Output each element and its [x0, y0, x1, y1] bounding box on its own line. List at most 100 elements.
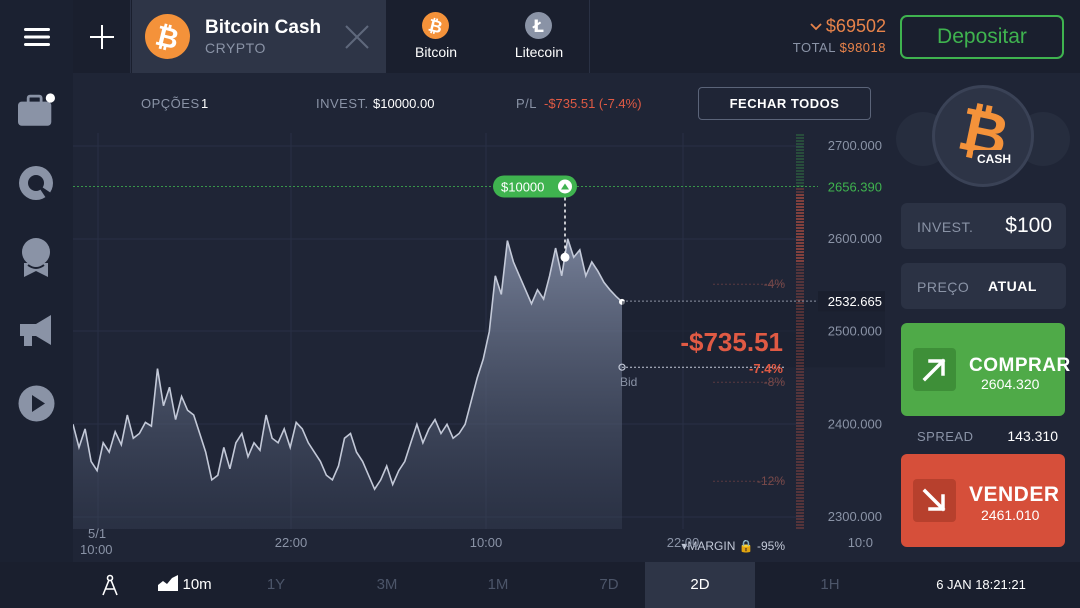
arrow-up-right-icon — [913, 348, 956, 391]
invest-amount-value: $100 — [1005, 214, 1052, 237]
asset-tab-bitcoin[interactable]: ₿ Bitcoin — [385, 0, 487, 73]
plus-icon — [89, 24, 114, 49]
bid-point — [618, 363, 626, 371]
pl-label: P/L — [516, 96, 538, 111]
level-label: -4% — [764, 277, 786, 291]
compass-icon — [102, 574, 118, 596]
x-axis: 5/110:00 22:00 10:00 22:00 10:0 — [80, 526, 873, 557]
y-axis: 2700.000 2600.000 2500.000 2400.000 2300.000… — [818, 138, 885, 524]
portfolio-icon — [18, 92, 55, 126]
x-tick-label: 22:00 — [275, 535, 308, 550]
chevron-down-icon — [810, 23, 822, 31]
video-icon — [18, 385, 55, 422]
svg-text:₿: ₿ — [426, 16, 444, 39]
x-tick-label: 22:00 — [667, 535, 700, 550]
svg-text:₿: ₿ — [152, 19, 182, 57]
y-tick-label: 2400.000 — [828, 416, 882, 431]
y-tick-label: 2700.000 — [828, 138, 882, 153]
bitcoin-icon: ₿ — [422, 12, 449, 39]
deposit-button[interactable]: Depositar — [900, 15, 1064, 59]
left-sidebar — [0, 0, 73, 562]
trade-panel: ₿ CASH INVEST. $100 PREÇO ATUAL COMPRAR … — [885, 73, 1080, 562]
price-line — [73, 238, 623, 491]
invest-amount-label: INVEST. — [917, 219, 974, 235]
y-tick-label: 2600.000 — [828, 231, 882, 246]
spread-label: SPREAD — [917, 429, 974, 444]
achievements-button[interactable] — [18, 237, 55, 277]
price-area-fill — [73, 238, 622, 530]
svg-text:Ł: Ł — [532, 17, 544, 37]
x-tick-label: 5/1 — [88, 526, 106, 541]
asset-tab-label: Litecoin — [514, 44, 564, 60]
balance-total-label: TOTAL — [792, 40, 836, 55]
chart-analysis-icon — [19, 166, 54, 201]
level-label: -12% — [757, 474, 785, 488]
chart-canvas[interactable]: $10000 Bid -$735.51 -7.4% -4% -8% -12% ▾MARGIN … — [73, 133, 885, 562]
active-asset-category: CRYPTO — [205, 40, 266, 56]
options-label: OPÇÕES — [141, 96, 200, 111]
y-tick-label: 2300.000 — [828, 509, 882, 524]
balance-display[interactable]: $69502 TOTAL $98018 — [793, 16, 886, 55]
current-price-axis-label: 2532.665 — [828, 294, 882, 309]
sell-label: VENDER — [969, 483, 1060, 506]
area-chart-icon — [158, 575, 179, 591]
buy-button[interactable]: COMPRAR 2604.320 — [901, 323, 1070, 416]
period-3m[interactable]: 3M — [376, 576, 398, 593]
pl-amount: -$735.51 — [680, 327, 783, 357]
invest-amount-field[interactable]: INVEST. $100 — [901, 203, 1066, 249]
sell-button[interactable]: VENDER 2461.010 — [901, 454, 1065, 547]
close-icon — [345, 25, 369, 49]
period-1h[interactable]: 1H — [820, 576, 840, 593]
pl-band — [622, 301, 885, 368]
asset-tab-litecoin[interactable]: Ł Litecoin — [488, 0, 590, 73]
triangle-up-icon — [561, 183, 569, 190]
x-tick-sublabel: 10:00 — [80, 542, 113, 557]
balance-value: $69502 — [825, 16, 886, 36]
position-info-bar: OPÇÕES 1 INVEST. $10000.00 P/L -$735.51 … — [73, 73, 885, 133]
top-bar: ₿ Bitcoin Cash CRYPTO ₿ Bitcoin Ł Liteco… — [73, 0, 1080, 73]
chart-interval-button[interactable]: 10m — [150, 562, 220, 608]
arrow-down-right-icon — [913, 479, 956, 522]
clock: 6 JAN 18:21:21 — [936, 577, 1026, 592]
coin-label: CASH — [977, 152, 1011, 166]
spread-value: 143.310 — [1007, 428, 1058, 444]
menu-button[interactable] — [0, 0, 73, 73]
portfolio-button[interactable] — [18, 91, 55, 128]
pl-percent: -7.4% — [749, 361, 783, 376]
balance-total-value: $98018 — [839, 40, 886, 55]
buy-price: 2604.320 — [981, 376, 1040, 392]
period-2d[interactable]: 2D — [645, 562, 755, 608]
price-field[interactable]: PREÇO ATUAL — [901, 263, 1066, 309]
take-profit-badge — [493, 175, 577, 198]
video-button[interactable] — [18, 385, 55, 422]
y-tick-label: 2500.000 — [828, 324, 882, 339]
chart-interval-label: 10m — [182, 576, 212, 593]
level-label: -8% — [764, 375, 786, 389]
period-7d[interactable]: 7D — [599, 576, 619, 593]
close-all-button[interactable]: FECHAR TODOS — [698, 87, 871, 120]
news-icon — [20, 314, 51, 346]
bottom-bar: 10m 1Y 3M 1M 7D 2D 1H 6 JAN 18:21:21 — [0, 562, 1080, 608]
spread-row: SPREAD 143.310 — [901, 425, 1066, 447]
pl-value: -$735.51 (-7.4%) — [544, 96, 642, 111]
take-profit-marker: $10000 — [493, 175, 577, 198]
active-asset-tab[interactable]: ₿ Bitcoin Cash CRYPTO — [132, 0, 386, 73]
close-tab-button[interactable] — [344, 24, 370, 50]
add-asset-button[interactable] — [73, 0, 131, 73]
price-label: PREÇO — [917, 279, 970, 295]
litecoin-icon: Ł — [525, 12, 552, 39]
tab-divider — [589, 0, 590, 73]
price-chart[interactable]: $10000 Bid -$735.51 -7.4% -4% -8% -12% ▾MARGIN … — [73, 133, 885, 562]
take-profit-axis-label: 2656.390 — [828, 179, 882, 194]
bitcoin-cash-logo-icon: ₿ — [145, 14, 190, 59]
current-price-badge — [818, 291, 885, 312]
chart-analysis-button[interactable] — [18, 165, 55, 202]
x-tick-label: 10:0 — [848, 535, 873, 550]
invest-value: $10000.00 — [373, 96, 435, 111]
margin-label: ▾MARGIN 🔒 -95% — [681, 539, 785, 553]
invest-label: INVEST. — [316, 96, 369, 111]
period-1m[interactable]: 1M — [487, 576, 509, 593]
period-1y[interactable]: 1Y — [266, 576, 286, 593]
drawing-tools-button[interactable] — [90, 562, 130, 608]
news-button[interactable] — [18, 312, 55, 349]
